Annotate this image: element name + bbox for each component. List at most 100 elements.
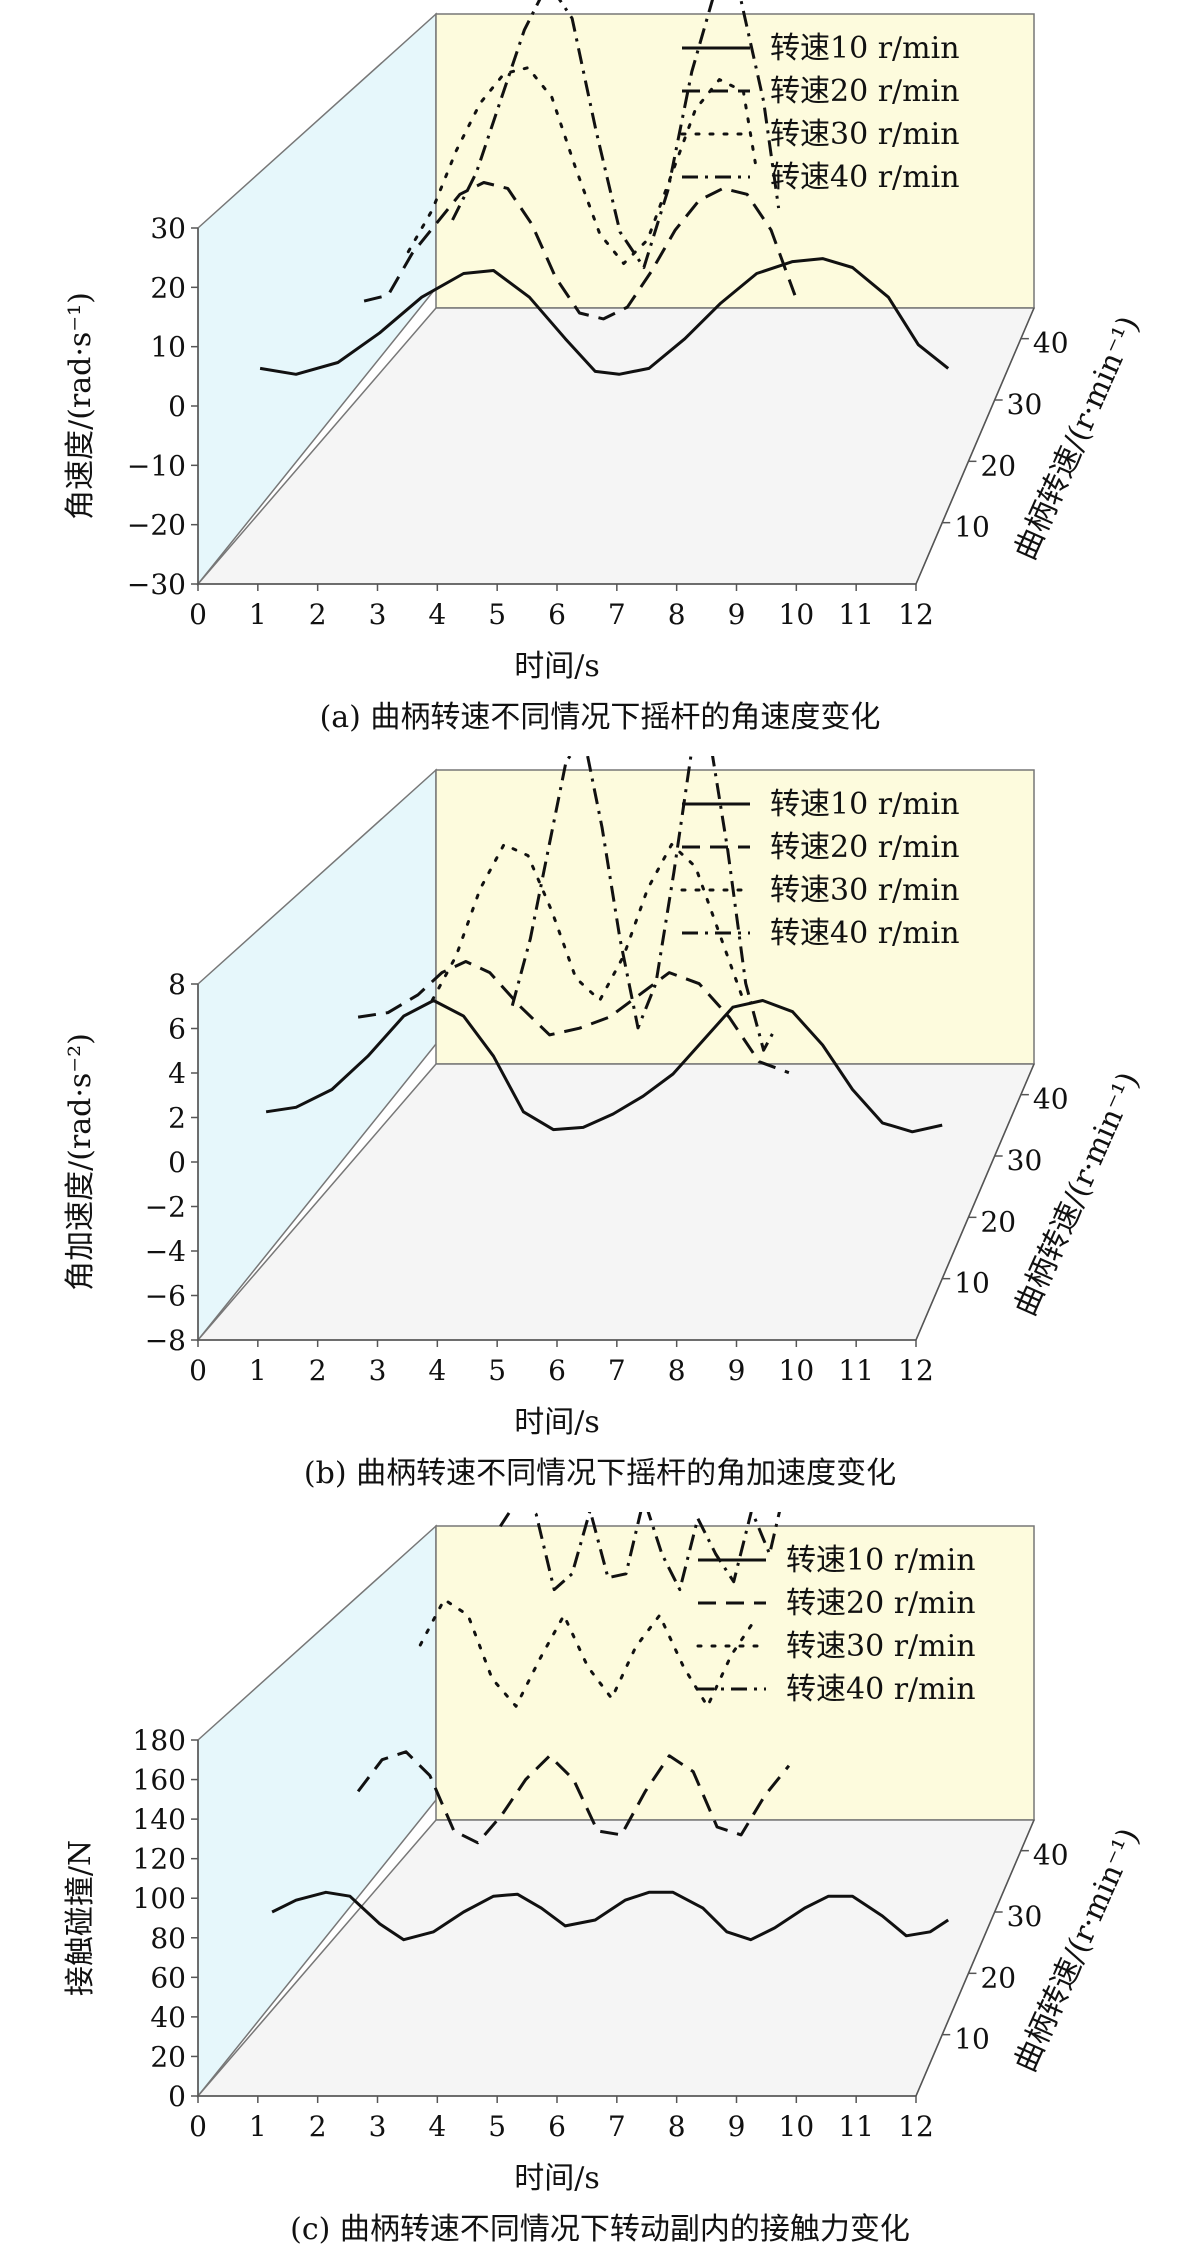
- y-axis-label: 角速度/(rad·s⁻¹): [63, 292, 98, 520]
- x-axis-label: 时间/s: [514, 649, 600, 684]
- legend-label-10: 转速10 r/min: [786, 1543, 976, 1578]
- x-tick-label: 10: [779, 598, 815, 631]
- figure-caption-b: (b) 曲柄转速不同情况下摇杆的角加速度变化: [303, 1456, 897, 1491]
- x-tick-label: 8: [668, 598, 686, 631]
- z-ticks: 10 20 30 40: [942, 327, 1069, 544]
- y-tick-label: 140: [133, 1803, 186, 1836]
- legend-label-20: 转速20 r/min: [770, 74, 960, 109]
- legend-label-20: 转速20 r/min: [770, 830, 960, 865]
- x-tick-label: 4: [428, 2110, 446, 2143]
- legend-label-40: 转速40 r/min: [770, 160, 960, 195]
- y-tick-label: 6: [168, 1013, 186, 1046]
- legend: 转速10 r/min 转速20 r/min 转速30 r/min 转速40 r/…: [680, 31, 960, 195]
- chart-panel-c: 180 160 140 120 100 80 60 40 20 0 0 1 2 3 4 5 6 7 8 9 10 11 1…: [0, 1512, 1200, 2260]
- y-tick-label: −4: [145, 1235, 186, 1268]
- series-line-40: [499, 1512, 781, 1592]
- z-tick-label: 40: [1033, 1083, 1069, 1116]
- series-line-20: [363, 181, 797, 321]
- x-tick-label: 2: [309, 598, 327, 631]
- y-tick-label: −30: [127, 568, 186, 601]
- y-axis-label: 角加速度/(rad·s⁻²): [63, 1033, 98, 1291]
- legend: 转速10 r/min 转速20 r/min 转速30 r/min 转速40 r/…: [680, 787, 960, 951]
- x-tick-label: 9: [728, 1354, 746, 1387]
- y-tick-label: 20: [150, 2040, 186, 2073]
- y-tick-label: 0: [168, 390, 186, 423]
- x-tick-label: 4: [428, 1354, 446, 1387]
- series-layer: [259, 0, 950, 376]
- x-tick-label: 8: [668, 1354, 686, 1387]
- z-tick-label: 20: [980, 449, 1016, 482]
- legend-label-20: 转速20 r/min: [786, 1586, 976, 1621]
- y-tick-label: −8: [145, 1324, 186, 1357]
- y-tick-label: 30: [150, 212, 186, 245]
- x-tick-label: 11: [838, 598, 874, 631]
- x-tick-label: 5: [488, 2110, 506, 2143]
- x-tick-label: 1: [249, 2110, 267, 2143]
- y-tick-label: 180: [133, 1724, 186, 1757]
- y-tick-label: 10: [150, 331, 186, 364]
- x-tick-label: 8: [668, 2110, 686, 2143]
- x-tick-label: 0: [189, 2110, 207, 2143]
- y-tick-label: 160: [133, 1764, 186, 1797]
- x-tick-label: 2: [309, 2110, 327, 2143]
- y-tick-label: 2: [168, 1102, 186, 1135]
- legend-label-40: 转速40 r/min: [786, 1672, 976, 1707]
- y-tick-label: 8: [168, 968, 186, 1001]
- x-tick-label: 3: [369, 598, 387, 631]
- y-tick-label: −10: [127, 449, 186, 482]
- figure-caption-a: (a) 曲柄转速不同情况下摇杆的角速度变化: [319, 700, 881, 735]
- x-tick-label: 1: [249, 598, 267, 631]
- legend: 转速10 r/min 转速20 r/min 转速30 r/min 转速40 r/…: [696, 1543, 976, 1707]
- z-tick-label: 30: [1007, 1144, 1043, 1177]
- legend-label-40: 转速40 r/min: [770, 916, 960, 951]
- series-layer: [265, 756, 943, 1134]
- y-tick-label: 120: [133, 1843, 186, 1876]
- z-tick-label: 10: [954, 1267, 990, 1300]
- z-tick-label: 10: [954, 511, 990, 544]
- z-axis: [915, 1819, 1035, 2097]
- series-line-20: [356, 1750, 791, 1845]
- y-tick-label: 4: [168, 1057, 186, 1090]
- z-tick-label: 30: [1007, 388, 1043, 421]
- figure-caption-c: (c) 曲柄转速不同情况下转动副内的接触力变化: [290, 2212, 910, 2247]
- x-tick-label: 4: [428, 598, 446, 631]
- y-tick-label: 80: [150, 1922, 186, 1955]
- x-tick-label: 9: [728, 598, 746, 631]
- z-axis: [915, 307, 1035, 585]
- legend-label-30: 转速30 r/min: [770, 117, 960, 152]
- z-tick-label: 10: [954, 2023, 990, 2056]
- x-tick-label: 6: [548, 598, 566, 631]
- chart-panel-a: 30 20 10 0 −10 −20 −30 0 1 2 3 4 5 6 7 8 9 10 11 12 10 20 30…: [0, 0, 1200, 748]
- series-line-10: [259, 257, 950, 376]
- x-tick-label: 3: [369, 1354, 387, 1387]
- x-tick-label: 12: [898, 598, 934, 631]
- z-ticks: 10 20 30 40: [942, 1839, 1069, 2056]
- x-axis-label: 时间/s: [514, 2161, 600, 2196]
- x-tick-label: 7: [608, 598, 626, 631]
- series-line-30: [430, 843, 745, 1002]
- chart-panel-b: 8 6 4 2 0 −2 −4 −6 −8 0 1 2 3 4 5 6 7 8 9 10 11 12 10 20 30 40 …: [0, 756, 1200, 1504]
- x-tick-label: 5: [488, 598, 506, 631]
- z-tick-label: 20: [980, 1205, 1016, 1238]
- x-tick-label: 1: [249, 1354, 267, 1387]
- x-tick-label: 10: [779, 1354, 815, 1387]
- series-line-30: [406, 66, 757, 265]
- y-tick-label: 0: [168, 2080, 186, 2113]
- x-tick-label: 0: [189, 598, 207, 631]
- series-line-10: [265, 999, 943, 1134]
- y-tick-label: 100: [133, 1882, 186, 1915]
- y-tick-label: 60: [150, 1961, 186, 1994]
- y-tick-label: 20: [150, 271, 186, 304]
- z-tick-label: 40: [1033, 327, 1069, 360]
- series-line-20: [357, 960, 790, 1075]
- x-tick-label: 7: [608, 2110, 626, 2143]
- z-tick-label: 40: [1033, 1839, 1069, 1872]
- x-tick-label: 11: [838, 1354, 874, 1387]
- series-line-40: [451, 0, 781, 269]
- x-ticks: 0 1 2 3 4 5 6 7 8 9 10 11 12: [189, 2096, 934, 2143]
- z-ticks: 10 20 30 40: [942, 1083, 1069, 1300]
- x-tick-label: 6: [548, 1354, 566, 1387]
- x-ticks: 0 1 2 3 4 5 6 7 8 9 10 11 12: [189, 584, 934, 631]
- z-axis-label: 曲柄转速/(r·min⁻¹): [1008, 311, 1147, 565]
